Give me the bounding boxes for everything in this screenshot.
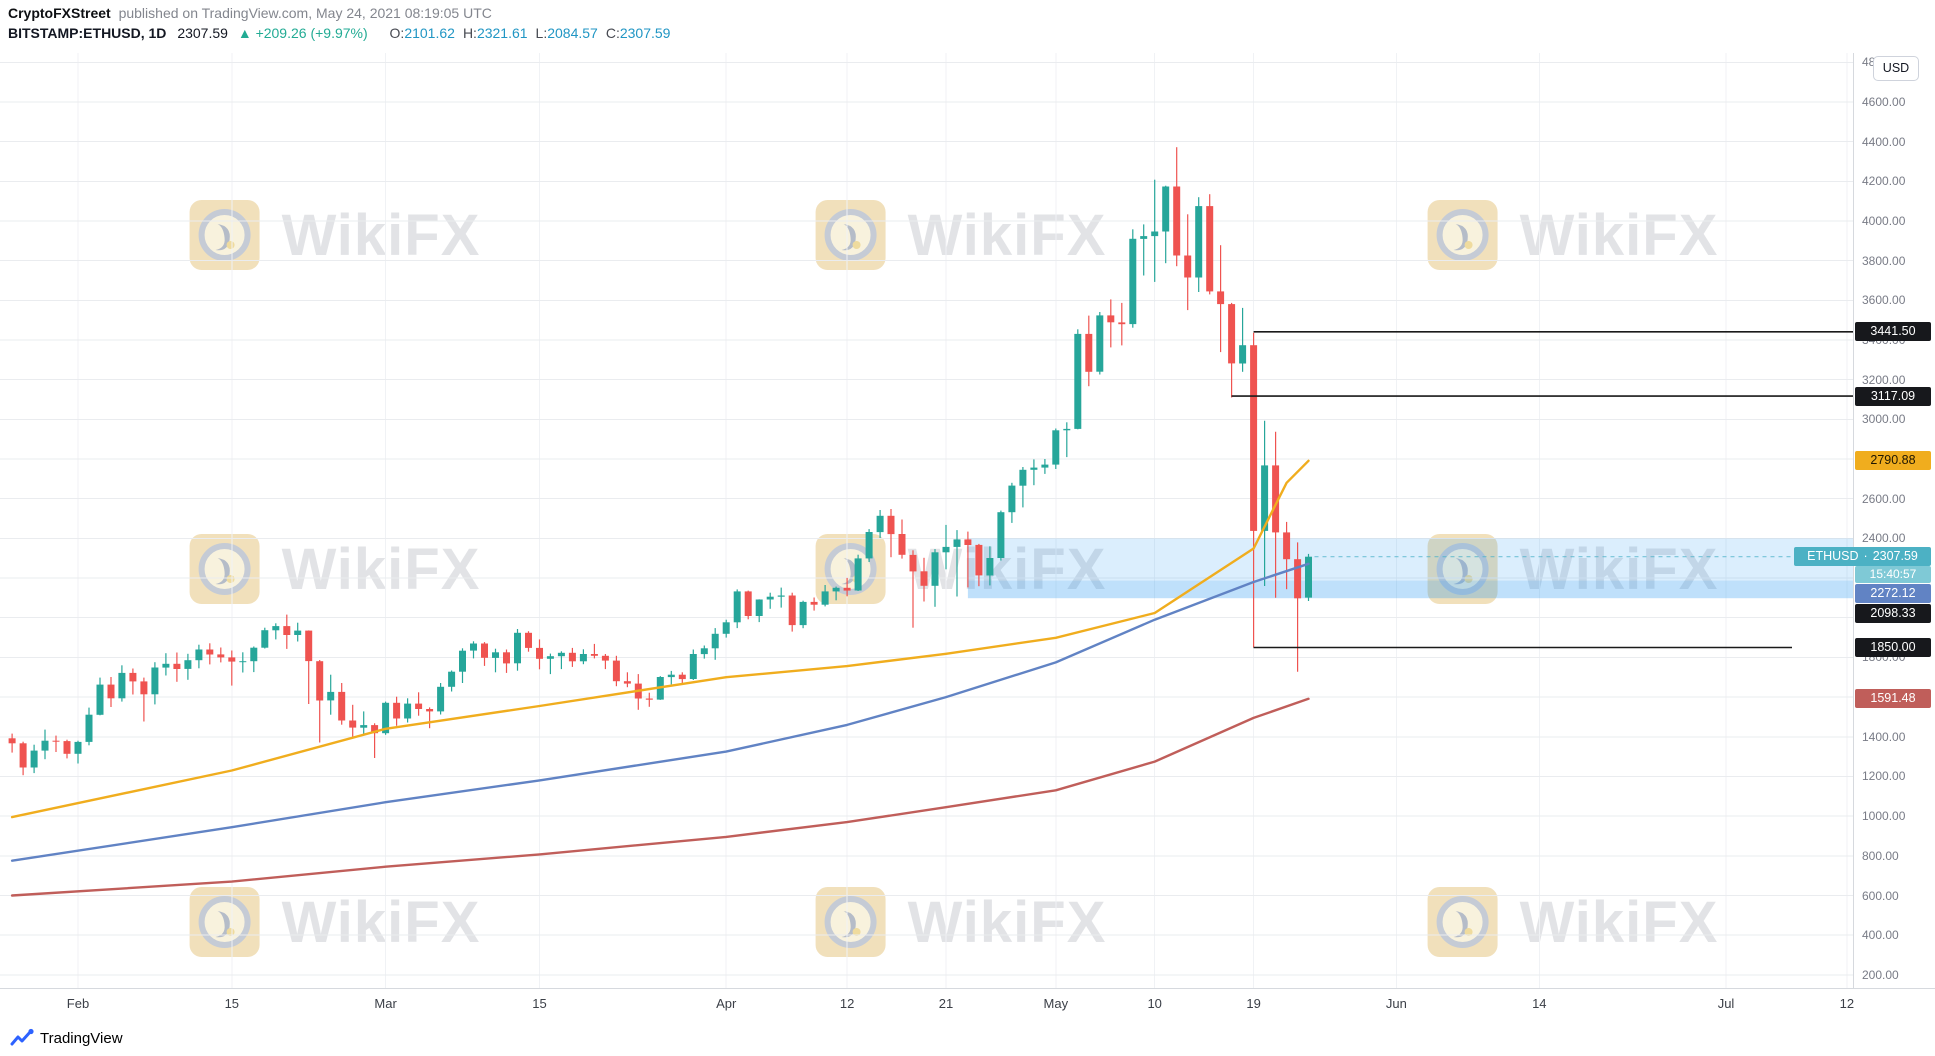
wikifx-watermark-text: WikiFX — [908, 536, 1107, 603]
tradingview-link[interactable]: TradingView — [40, 1029, 123, 1047]
wikifx-logo-icon — [189, 887, 260, 957]
sma-mid-line — [10, 562, 1310, 862]
wikifx-watermark: WikiFX — [188, 532, 481, 606]
wikifx-watermark: WikiFX — [1426, 198, 1719, 272]
price-axis-tick: 3200.00 — [1862, 372, 1906, 387]
wikifx-logo-icon — [1427, 534, 1498, 604]
wikifx-watermark-text: WikiFX — [1519, 202, 1719, 268]
wikifx-watermark: WikiFX — [1426, 532, 1719, 606]
wikifx-watermark-text: WikiFX — [907, 202, 1107, 268]
price-axis-tick: 800.00 — [1862, 848, 1899, 863]
change-value: +209.26 (+9.97%) — [255, 25, 368, 41]
time-axis-tick: Jun — [1385, 996, 1407, 1011]
price-axis-tick: 3600.00 — [1862, 293, 1906, 308]
tradingview-logo-icon — [10, 1028, 34, 1046]
price-axis-tick: 2400.00 — [1862, 531, 1906, 546]
ohlc-value: 2307.59 — [619, 25, 671, 41]
wikifx-watermark: WikiFX — [1426, 885, 1719, 959]
header: CryptoFXStreet published on TradingView.… — [8, 5, 670, 41]
ohlc-label: C: — [605, 25, 620, 41]
price-axis-tick: 3400.00 — [1862, 333, 1906, 347]
time-axis-tick: 12 — [1839, 996, 1855, 1011]
symbol-title: BITSTAMP:ETHUSD, 1D — [8, 25, 167, 41]
time-axis-tick: Apr — [716, 996, 737, 1011]
wikifx-logo-icon — [815, 887, 886, 957]
time-axis-tick: Jul — [1717, 996, 1735, 1011]
symbol-line: BITSTAMP:ETHUSD, 1D 2307.59 ▲ +209.26 (+… — [8, 25, 670, 41]
time-axis-tick: 15 — [224, 996, 240, 1011]
wikifx-watermark: WikiFX — [814, 885, 1107, 959]
price-change: ▲ +209.26 (+9.97%) — [238, 25, 372, 41]
wikifx-logo-icon — [189, 534, 260, 604]
ohlc-label: H: — [462, 25, 477, 41]
time-axis-tick: 19 — [1246, 996, 1261, 1011]
price-axis-tick: 1600.00 — [1862, 690, 1906, 705]
time-axis[interactable]: Feb 15 Mar 15 Apr 12 21 May 10 19 Jun 14 Jul 12 — [0, 988, 1935, 1021]
last-price: 2307.59 — [177, 25, 228, 41]
moving-average-layer — [10, 459, 1310, 897]
time-axis-tick: Feb — [66, 996, 90, 1011]
price-axis-tick: 1400.00 — [1862, 729, 1906, 744]
wikifx-watermark-text: WikiFX — [907, 889, 1107, 955]
price-axis-tick: 400.00 — [1862, 928, 1899, 943]
wikifx-watermark: WikiFX — [814, 198, 1107, 272]
up-arrow-icon: ▲ — [237, 25, 252, 41]
wikifx-watermark-text: WikiFX — [1519, 889, 1719, 955]
time-axis-tick: 12 — [839, 996, 855, 1011]
ohlc-value: 2321.61 — [476, 25, 528, 41]
price-axis-tick: 4400.00 — [1862, 134, 1906, 149]
time-axis-tick: May — [1043, 996, 1069, 1011]
supply-zone-layer — [967, 538, 1853, 599]
wikifx-logo-icon — [1427, 200, 1498, 270]
currency-button[interactable]: USD — [1873, 56, 1919, 81]
horizontal-level-layer — [1231, 330, 1853, 649]
price-axis-tick: 1000.00 — [1862, 809, 1906, 824]
time-axis-tick: 21 — [938, 996, 954, 1011]
footer: TradingView — [10, 1028, 123, 1048]
price-axis-tick: 200.00 — [1862, 967, 1899, 982]
time-axis-tick: 15 — [532, 996, 547, 1011]
price-axis-tick: 2200.00 — [1862, 571, 1906, 586]
wikifx-watermark-text: WikiFX — [281, 536, 481, 602]
price-axis-tick: 2000.00 — [1862, 610, 1906, 625]
wikifx-watermark: WikiFX — [188, 885, 481, 959]
price-axis-tick: 4600.00 — [1862, 95, 1906, 109]
wikifx-logo-icon — [1427, 887, 1498, 957]
wikifx-watermark-text: WikiFX — [1520, 536, 1719, 603]
ohlc-values: O:2101.62 H:2321.61 L:2084.57 C:2307.59 — [382, 25, 671, 41]
ohlc-label: L: — [535, 25, 548, 41]
time-axis-tick: 10 — [1147, 996, 1162, 1011]
price-axis-tick: 3800.00 — [1862, 253, 1906, 268]
author-link[interactable]: CryptoFXStreet — [8, 5, 111, 21]
price-axis-tick: 3000.00 — [1862, 412, 1906, 427]
price-axis-tick: 4200.00 — [1862, 174, 1906, 189]
ohlc-value: 2084.57 — [547, 25, 598, 41]
candlestick-layer — [8, 147, 1312, 776]
price-axis-tick: 2800.00 — [1862, 452, 1906, 466]
price-axis-tick: 2600.00 — [1862, 491, 1906, 506]
ohlc-value: 2101.62 — [404, 25, 455, 41]
price-axis-tick: 1200.00 — [1862, 769, 1906, 784]
publish-line: CryptoFXStreet published on TradingView.… — [8, 5, 670, 21]
sma-slow-line — [10, 697, 1310, 897]
wikifx-watermark-text: WikiFX — [281, 889, 481, 955]
ohlc-label: O: — [389, 25, 405, 41]
wikifx-watermark-text: WikiFX — [281, 202, 481, 268]
price-axis-tick: 4000.00 — [1862, 214, 1906, 228]
wikifx-watermark: WikiFX — [188, 198, 481, 272]
grid-layer — [0, 53, 1853, 988]
time-axis-tick: 14 — [1532, 996, 1547, 1011]
price-axis-tick: 600.00 — [1862, 888, 1899, 903]
publish-info: published on TradingView.com, May 24, 20… — [118, 5, 492, 21]
wikifx-logo-icon — [189, 200, 260, 270]
wikifx-logo-icon — [815, 200, 886, 270]
time-axis-tick: Mar — [374, 996, 397, 1011]
sma-fast-line — [10, 459, 1310, 819]
price-axis-tick: 1800.00 — [1862, 650, 1906, 665]
price-axis[interactable]: 200.00 400.00 600.00 800.00 1000.00 1200.00 14… — [1853, 53, 1935, 988]
